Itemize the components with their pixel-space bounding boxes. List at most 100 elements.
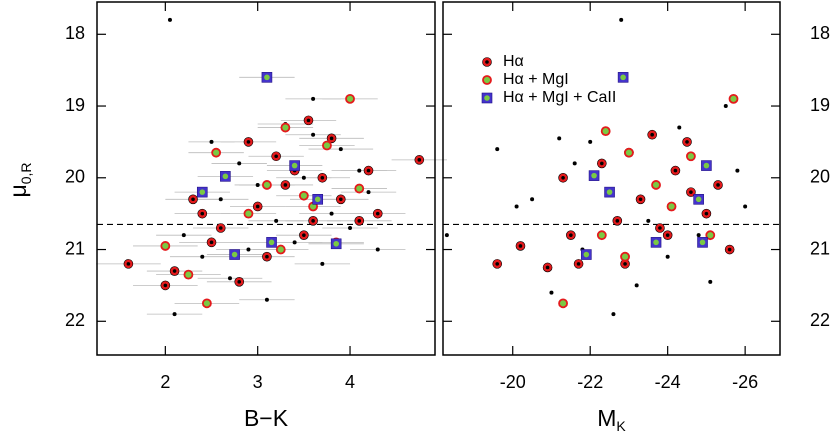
marker-center (126, 262, 131, 266)
marker-center (209, 240, 214, 245)
point (336, 194, 346, 205)
y-tick-label: 19 (65, 95, 85, 115)
point (697, 237, 708, 248)
x-axis-label-main: M (597, 405, 616, 431)
y-tick-label: 22 (65, 310, 85, 330)
point (549, 290, 554, 295)
x-tick-label: -26 (732, 372, 758, 392)
point (581, 249, 592, 260)
point (558, 172, 568, 183)
point (482, 75, 492, 85)
point (292, 240, 297, 245)
y-axis-label-sub: 0,R (18, 162, 34, 184)
y-tick-label: 21 (65, 238, 85, 258)
point (227, 276, 232, 281)
point (308, 216, 318, 226)
point (348, 226, 353, 231)
marker-center (329, 136, 334, 141)
point (693, 194, 704, 205)
point (274, 218, 279, 223)
marker-center (366, 168, 371, 173)
marker-center (653, 239, 659, 246)
point (573, 259, 584, 269)
point (372, 208, 383, 219)
panel-frame (96, 1, 436, 356)
marker-center (268, 239, 275, 246)
marker-center (704, 211, 709, 216)
point (514, 204, 519, 209)
point (705, 230, 716, 241)
marker-center (673, 168, 678, 173)
point (298, 190, 309, 201)
point (264, 297, 269, 302)
point (530, 197, 535, 202)
marker-center (314, 196, 321, 203)
point (414, 155, 425, 165)
point (188, 194, 198, 205)
point (252, 201, 263, 212)
panel: 2 3 4 18 19 20 21 22 B−K μ0,R (5, 1, 448, 431)
point (619, 17, 624, 22)
point (492, 259, 503, 269)
point (651, 180, 661, 190)
point (301, 175, 306, 180)
marker-center (218, 226, 223, 230)
point (682, 137, 692, 147)
marker-center (357, 219, 362, 223)
y-tick-label: 18 (65, 23, 85, 43)
point (363, 165, 374, 176)
point (542, 262, 553, 273)
point (206, 237, 217, 248)
marker-center (623, 262, 627, 266)
x-axis-label: B−K (244, 405, 289, 431)
point (345, 93, 355, 104)
point (275, 244, 286, 255)
marker-center (638, 197, 643, 202)
marker-center (583, 251, 590, 258)
marker-center (283, 183, 288, 187)
point (647, 129, 657, 140)
point (557, 136, 562, 141)
point (183, 269, 194, 280)
point (255, 182, 260, 187)
marker-center (685, 140, 689, 144)
marker-center (375, 211, 380, 216)
point (634, 283, 639, 288)
point (728, 93, 739, 104)
point (320, 261, 325, 266)
marker-center (695, 196, 702, 203)
marker-center (222, 173, 229, 180)
x-axis-label-main: B−K (244, 405, 289, 431)
point (635, 194, 646, 205)
point (743, 204, 748, 209)
marker-center (569, 233, 573, 237)
point (686, 187, 696, 197)
marker-center (191, 197, 195, 202)
marker-center (417, 158, 422, 162)
point (558, 298, 568, 309)
point (280, 180, 291, 190)
point (724, 244, 735, 255)
marker-center (665, 233, 670, 237)
marker-center (600, 161, 604, 166)
point (620, 251, 630, 262)
point (597, 158, 607, 169)
point (612, 216, 623, 226)
panel-frame (442, 1, 781, 356)
point (262, 251, 272, 262)
point (160, 241, 171, 251)
marker-center (231, 251, 238, 258)
marker-center (200, 211, 205, 216)
marker-center (495, 262, 500, 266)
marker-center (306, 118, 311, 123)
point (246, 247, 251, 252)
marker-center (199, 189, 206, 195)
point (326, 133, 337, 144)
marker-center (518, 244, 523, 248)
marker-center (699, 239, 706, 246)
point (197, 208, 208, 219)
marker-center (606, 189, 613, 195)
marker-center (163, 283, 168, 288)
point (686, 151, 696, 162)
point (665, 254, 670, 259)
